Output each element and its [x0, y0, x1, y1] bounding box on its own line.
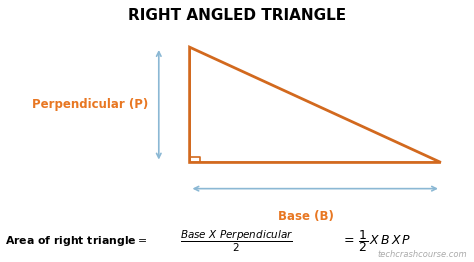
Text: $\dfrac{\mathit{Base\ X\ Perpendicular}}{2}$: $\dfrac{\mathit{Base\ X\ Perpendicular}}… [180, 228, 294, 254]
Text: RIGHT ANGLED TRIANGLE: RIGHT ANGLED TRIANGLE [128, 8, 346, 23]
Text: techcrashcourse.com: techcrashcourse.com [377, 250, 467, 259]
Text: Area of right triangle$=$: Area of right triangle$=$ [5, 234, 147, 248]
Text: $=\,\dfrac{1}{2}\,X\,B\,X\,P$: $=\,\dfrac{1}{2}\,X\,B\,X\,P$ [341, 228, 411, 254]
Text: Perpendicular (P): Perpendicular (P) [32, 98, 148, 111]
Text: Base (B): Base (B) [278, 210, 334, 223]
